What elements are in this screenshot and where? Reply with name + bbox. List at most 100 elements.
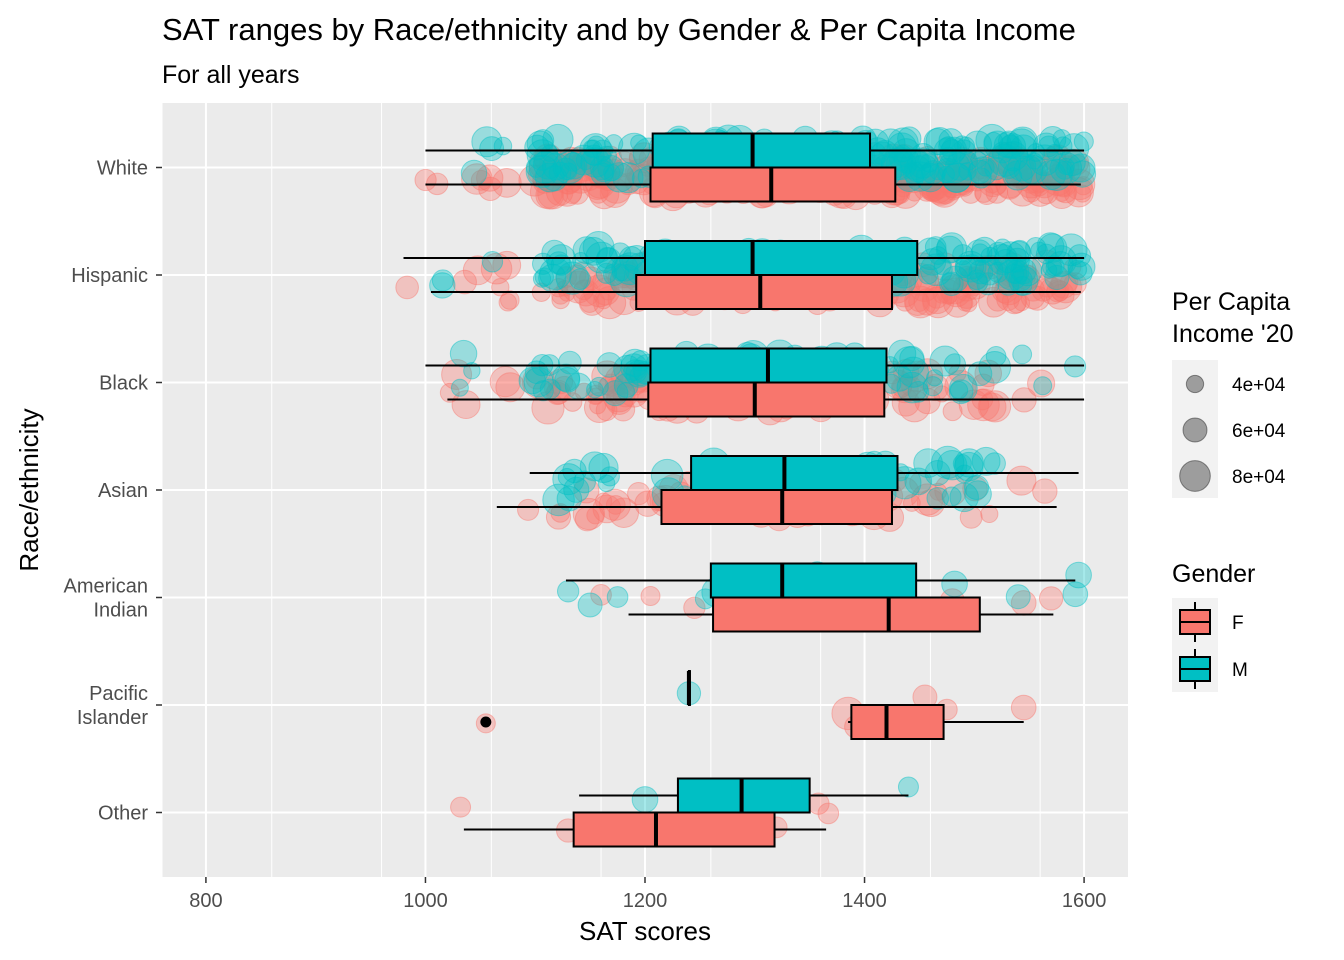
data-point-f <box>599 177 630 208</box>
legend-gender: Gender F M <box>1172 560 1255 692</box>
data-point-f <box>973 156 1001 184</box>
data-point-m <box>970 151 987 168</box>
data-point-m <box>631 786 659 813</box>
x-tick-label: 1000 <box>403 890 448 912</box>
data-point-m <box>613 373 639 398</box>
data-point-f <box>1063 258 1082 277</box>
boxplots <box>403 132 1085 848</box>
data-point-m <box>532 380 554 402</box>
data-point-m <box>528 151 561 184</box>
data-point-f <box>552 153 576 177</box>
box <box>651 132 872 169</box>
data-point-m <box>929 345 961 377</box>
data-point-m <box>991 141 1014 164</box>
data-point-f <box>561 171 583 193</box>
data-point-f <box>461 163 493 195</box>
data-point-m <box>1055 160 1075 180</box>
data-point-f <box>527 164 547 184</box>
data-point-m <box>949 482 979 513</box>
chart-subtitle: For all years <box>162 61 300 89</box>
data-point-f <box>993 267 1015 289</box>
data-point-f <box>958 166 978 187</box>
legend-income-key <box>1182 417 1208 443</box>
data-point-m <box>1009 134 1038 162</box>
data-point-f <box>451 390 481 420</box>
y-axis: White Hispanic Black Asian American Indian Pac… <box>64 158 162 825</box>
data-point-m <box>595 247 622 274</box>
data-point-m <box>918 248 947 276</box>
data-point-m <box>948 379 974 405</box>
data-point-m <box>1004 263 1025 284</box>
data-point-m <box>589 376 609 397</box>
data-point-m <box>891 138 921 168</box>
data-point-m <box>993 131 1020 158</box>
data-point-f <box>891 388 920 417</box>
data-point-m <box>888 146 914 171</box>
data-point-m <box>907 381 930 403</box>
x-axis: 800 1000 1200 1400 1600 <box>189 877 1106 912</box>
data-point-f <box>980 254 1002 276</box>
data-point-f <box>897 167 919 189</box>
data-point-f <box>588 153 608 174</box>
data-point-m <box>1037 135 1060 158</box>
data-point-m <box>955 254 977 277</box>
data-point-m <box>928 246 948 265</box>
data-point-m <box>606 586 629 608</box>
data-point-m <box>1040 261 1058 279</box>
data-point-f <box>971 159 992 180</box>
data-point-f <box>610 158 640 187</box>
boxplot-m-pacific-islander <box>686 670 691 706</box>
data-point-f <box>967 388 1000 422</box>
data-point-f <box>558 285 576 302</box>
data-point-f <box>439 382 460 403</box>
data-point-m <box>886 132 918 163</box>
data-point-f <box>604 158 624 179</box>
data-point-f <box>553 165 584 195</box>
data-point-m <box>542 152 570 181</box>
data-point-f <box>1015 167 1047 199</box>
data-point-m <box>1032 132 1061 161</box>
data-point-f <box>908 270 941 302</box>
data-point-f <box>1041 145 1067 171</box>
data-point-m <box>563 476 590 503</box>
data-point-m <box>1067 252 1096 281</box>
data-point-m <box>975 123 1009 158</box>
data-point-f <box>930 252 959 281</box>
data-point-f <box>611 397 636 422</box>
data-point-f <box>478 176 503 202</box>
data-point-f <box>1046 279 1070 303</box>
data-point-f <box>579 293 600 313</box>
x-tick-label: 800 <box>189 890 222 912</box>
data-point-m <box>954 260 973 279</box>
data-point-f <box>1053 185 1071 202</box>
data-point-m <box>917 264 939 285</box>
legend-income-label: 6e+04 <box>1232 421 1286 442</box>
data-point-f <box>1001 289 1027 315</box>
data-point-m <box>1040 158 1073 191</box>
data-point-m <box>967 361 993 387</box>
data-point-f <box>1073 184 1092 203</box>
data-point-m <box>983 130 1012 160</box>
data-point-m <box>894 144 912 163</box>
data-point-f <box>925 172 957 205</box>
data-point-f <box>1073 176 1093 196</box>
data-point-m <box>939 146 958 166</box>
data-point-m <box>597 474 616 493</box>
data-point-m <box>1067 259 1088 280</box>
data-point-m <box>1058 148 1086 177</box>
data-point-f <box>561 270 595 304</box>
data-point-f <box>452 269 477 295</box>
data-point-m <box>1052 129 1072 149</box>
data-point-m <box>1041 255 1065 278</box>
data-point-f <box>1007 294 1027 314</box>
data-point-m <box>583 139 603 159</box>
data-point-m <box>617 132 651 165</box>
data-point-f <box>569 261 598 290</box>
data-point-f <box>980 504 999 524</box>
legend-income-label: 8e+04 <box>1232 467 1286 488</box>
data-point-m <box>611 263 630 282</box>
data-point-f <box>933 385 951 403</box>
data-point-m <box>650 458 684 492</box>
data-point-f <box>545 504 572 530</box>
data-point-m <box>959 151 979 171</box>
